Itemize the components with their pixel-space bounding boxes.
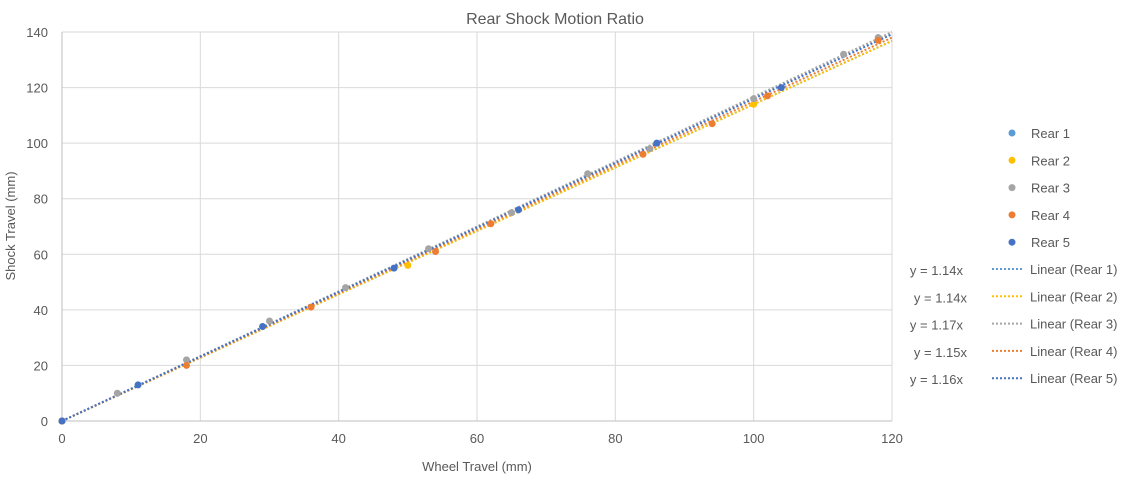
data-point-rear-5 [390, 264, 398, 272]
data-point-rear-3 [508, 209, 516, 217]
data-point-rear-4 [307, 303, 315, 311]
legend-marker [1008, 156, 1016, 164]
y-tick-label: 140 [26, 25, 48, 40]
y-tick-label: 20 [34, 358, 48, 373]
x-tick-label: 60 [470, 431, 484, 446]
data-point-rear-3 [584, 170, 592, 178]
legend-trend-label: Linear (Rear 3) [1030, 317, 1117, 332]
data-point-rear-3 [646, 145, 654, 153]
x-tick-label: 0 [58, 431, 65, 446]
y-axis-label: Shock Travel (mm) [3, 171, 18, 280]
data-point-rear-2 [404, 261, 412, 269]
legend-marker [1008, 211, 1016, 219]
data-point-rear-5 [515, 206, 522, 214]
x-tick-label: 20 [193, 431, 207, 446]
chart-title: Rear Shock Motion Ratio [466, 11, 644, 28]
data-point-rear-5 [58, 417, 66, 425]
data-point-rear-5 [777, 84, 785, 92]
trendline-equation: y = 1.17x [910, 318, 964, 333]
data-point-rear-4 [183, 361, 190, 369]
legend-label: Rear 4 [1031, 208, 1070, 223]
x-tick-label: 100 [743, 431, 765, 446]
legend-label: Rear 1 [1031, 126, 1070, 141]
data-point-rear-3 [425, 245, 433, 253]
data-point-rear-4 [764, 92, 771, 100]
data-point-rear-3 [113, 389, 121, 397]
legend-label: Rear 5 [1031, 235, 1070, 250]
x-tick-label: 40 [331, 431, 345, 446]
y-tick-label: 120 [26, 81, 48, 96]
legend-label: Rear 2 [1031, 153, 1070, 168]
y-tick-label: 80 [34, 192, 48, 207]
data-point-rear-3 [342, 284, 350, 292]
x-tick-label: 80 [608, 431, 622, 446]
data-point-rear-2 [750, 100, 758, 108]
data-point-rear-4 [487, 220, 495, 228]
data-point-rear-4 [708, 120, 716, 128]
legend-trend-label: Linear (Rear 5) [1030, 371, 1117, 386]
data-point-rear-3 [750, 95, 758, 103]
data-point-rear-4 [432, 248, 439, 256]
trendline-equation: y = 1.16x [910, 372, 964, 387]
data-point-rear-5 [653, 139, 661, 147]
y-tick-label: 60 [34, 247, 48, 262]
trendline-equation: y = 1.15x [914, 345, 968, 360]
data-point-rear-4 [874, 36, 882, 44]
y-tick-label: 100 [26, 136, 48, 151]
y-tick-label: 40 [34, 303, 48, 318]
trendline-equation: y = 1.14x [914, 290, 968, 305]
legend-marker [1008, 129, 1016, 137]
y-tick-label: 0 [41, 414, 48, 429]
data-point-rear-3 [183, 356, 190, 364]
data-point-rear-3 [266, 317, 273, 325]
data-point-rear-4 [639, 150, 647, 158]
data-point-rear-5 [259, 323, 267, 331]
x-tick-label: 120 [881, 431, 903, 446]
x-axis-label: Wheel Travel (mm) [422, 459, 532, 474]
legend-label: Rear 3 [1031, 181, 1070, 196]
trendline-equation: y = 1.14x [910, 263, 964, 278]
legend-trend-label: Linear (Rear 4) [1030, 344, 1117, 359]
legend-trend-label: Linear (Rear 2) [1030, 289, 1117, 304]
data-point-rear-3 [840, 50, 848, 58]
legend-marker [1008, 184, 1016, 192]
trendline-rear-5 [61, 33, 893, 422]
legend-marker [1008, 238, 1016, 246]
legend-trend-label: Linear (Rear 1) [1030, 262, 1117, 277]
data-point-rear-5 [134, 381, 142, 389]
